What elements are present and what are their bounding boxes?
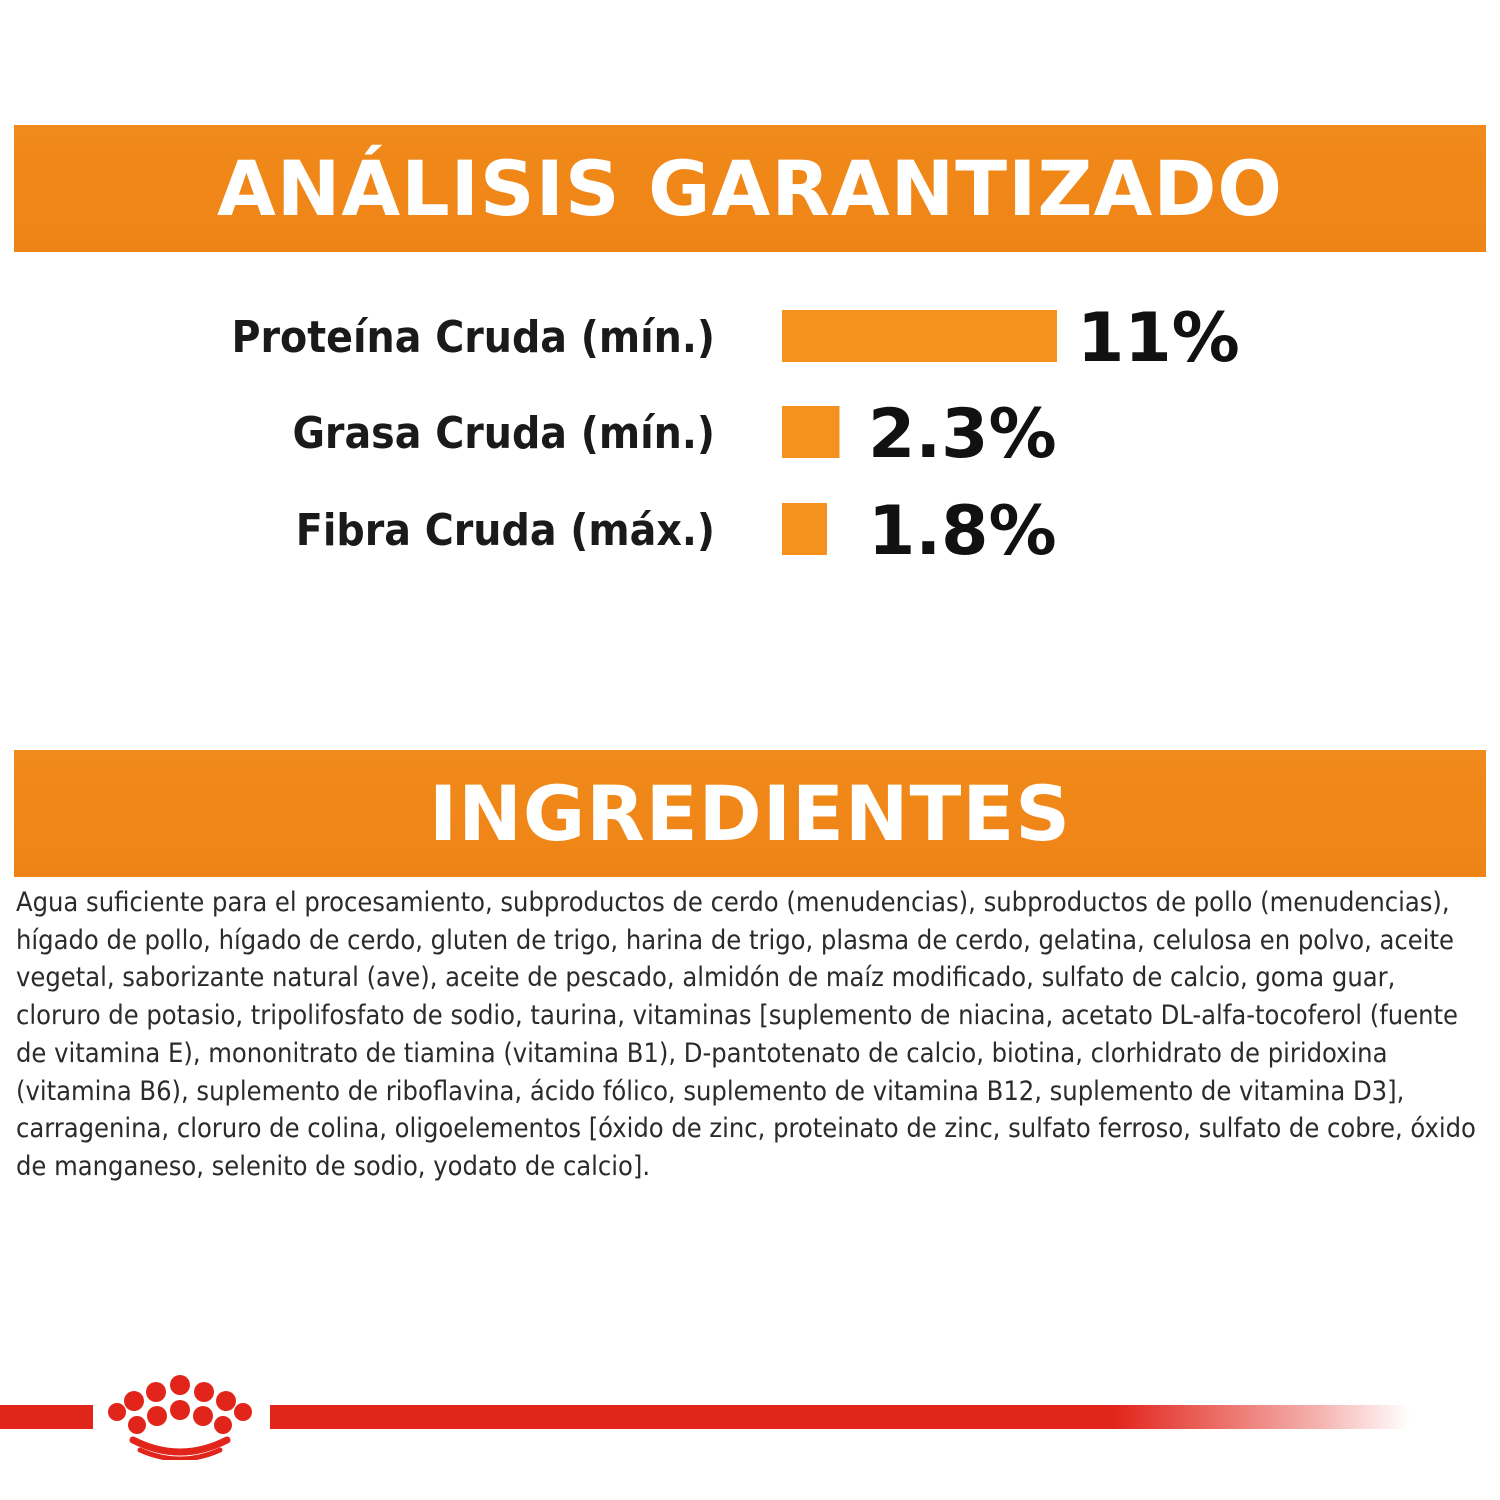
footer-red-line-right	[270, 1405, 1410, 1429]
category-label: Fibra Cruda (máx.)	[296, 505, 715, 556]
ingredients-text: Agua suficiente para el procesamiento, s…	[16, 887, 1476, 1182]
nutrient-bar-chart: Proteína Cruda (mín.) 11% Grasa Cruda (mín…	[231, 299, 1240, 571]
ingredients-banner: INGREDIENTES	[14, 750, 1486, 877]
analysis-banner: ANÁLISIS GARANTIZADO	[14, 125, 1486, 252]
category-label: Proteína Cruda (mín.)	[231, 312, 715, 363]
footer-red-line-left	[0, 1405, 93, 1429]
category-label: Grasa Cruda (mín.)	[292, 408, 715, 459]
bar	[782, 406, 840, 458]
crown-icon	[108, 1375, 252, 1460]
bar	[782, 503, 827, 555]
value-label: 1.8%	[868, 492, 1057, 571]
bar	[782, 310, 1057, 362]
ingredients-title: INGREDIENTES	[428, 769, 1072, 858]
value-label: 2.3%	[868, 395, 1057, 474]
analysis-title: ANÁLISIS GARANTIZADO	[216, 144, 1284, 233]
value-label: 11%	[1077, 299, 1240, 378]
